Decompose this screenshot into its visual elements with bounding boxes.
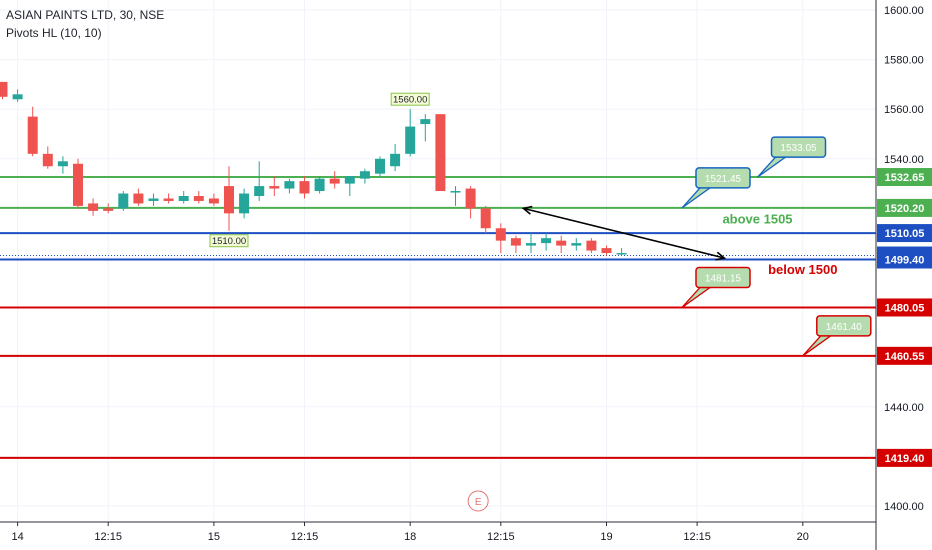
candle-body[interactable] <box>601 248 612 254</box>
candle-body[interactable] <box>178 196 189 201</box>
candle-body[interactable] <box>57 161 68 167</box>
callout-pointer <box>681 187 713 209</box>
x-tick-label: 14 <box>11 531 23 543</box>
candle-body[interactable] <box>239 193 250 214</box>
price-tag-label: 1460.55 <box>885 351 925 363</box>
candle-body[interactable] <box>284 181 295 189</box>
x-tick-label: 12:15 <box>487 531 515 543</box>
candle-body[interactable] <box>314 178 325 192</box>
chart-legend: ASIAN PAINTS LTD, 30, NSE Pivots HL (10,… <box>6 6 164 42</box>
candle-body[interactable] <box>359 171 370 179</box>
x-tick-label: 12:15 <box>683 531 711 543</box>
symbol-title: ASIAN PAINTS LTD, 30, NSE <box>6 8 165 22</box>
earnings-marker-label: E <box>475 497 482 508</box>
price-tag <box>877 448 932 467</box>
arrow-head <box>521 205 533 215</box>
candle-body[interactable] <box>616 253 627 255</box>
pivot-label: 1560.00 <box>393 95 427 106</box>
price-tag <box>877 250 932 269</box>
price-tag-label: 1419.40 <box>885 453 925 465</box>
price-tag <box>877 168 932 187</box>
callout-label: 1461.40 <box>826 322 863 333</box>
candle-body[interactable] <box>88 203 99 211</box>
candle-body[interactable] <box>344 176 355 184</box>
candle-body[interactable] <box>329 178 340 184</box>
candle-body[interactable] <box>27 116 38 154</box>
candle-body[interactable] <box>133 193 144 204</box>
candle-body[interactable] <box>541 238 552 244</box>
pivot-label-box <box>209 234 249 248</box>
x-tick-label: 12:15 <box>94 531 122 543</box>
y-tick-label: 1440.00 <box>884 402 924 414</box>
pivot-label: 1510.00 <box>212 236 246 247</box>
arrow-head <box>715 251 727 261</box>
candle-body[interactable] <box>193 196 204 201</box>
x-tick-label: 18 <box>404 531 416 543</box>
callout-label: 1533.05 <box>780 143 817 154</box>
candle-body[interactable] <box>465 188 476 209</box>
callout-pointer <box>681 286 713 309</box>
candle-body[interactable] <box>420 119 431 125</box>
candle-body[interactable] <box>254 186 265 196</box>
candle-body[interactable] <box>0 81 8 97</box>
candle-body[interactable] <box>163 198 174 201</box>
candle-body[interactable] <box>405 126 416 154</box>
trend-arrow[interactable] <box>523 207 725 259</box>
callout-pointer <box>802 335 833 357</box>
annotation-text[interactable]: below 1500 <box>768 262 837 277</box>
price-tag-label: 1480.05 <box>885 302 925 314</box>
candle-body[interactable] <box>103 208 114 211</box>
price-tag-label: 1520.20 <box>885 203 925 215</box>
callout-pointer <box>757 156 788 178</box>
candle-body[interactable] <box>390 153 401 167</box>
callout-box[interactable] <box>816 315 872 337</box>
y-tick-label: 1600.00 <box>884 5 924 17</box>
candle-body[interactable] <box>12 94 23 100</box>
x-tick-label: 15 <box>208 531 220 543</box>
candle-body[interactable] <box>586 240 597 251</box>
candle-body[interactable] <box>510 238 521 246</box>
candle-body[interactable] <box>148 198 159 201</box>
callout-label: 1481.15 <box>705 273 742 284</box>
candle-body[interactable] <box>526 243 536 246</box>
callout-box[interactable] <box>770 136 827 158</box>
candle-body[interactable] <box>495 228 506 241</box>
y-tick-label: 1560.00 <box>884 104 924 116</box>
y-tick-label: 1580.00 <box>884 55 924 67</box>
candle-body[interactable] <box>73 163 83 206</box>
price-tag <box>877 346 932 365</box>
price-tag-label: 1510.05 <box>885 228 925 240</box>
candle-body[interactable] <box>118 193 129 209</box>
candle-body[interactable] <box>208 198 219 204</box>
candle-body[interactable] <box>435 114 446 192</box>
indicator-label[interactable]: Pivots HL (10, 10) <box>6 26 102 40</box>
price-tag-label: 1499.40 <box>885 254 925 266</box>
y-tick-label: 1400.00 <box>884 501 924 513</box>
candle-body[interactable] <box>299 181 310 194</box>
callout-box[interactable] <box>695 167 751 189</box>
candle-body[interactable] <box>269 186 280 189</box>
candle-body[interactable] <box>556 240 567 246</box>
price-tag-label: 1532.65 <box>885 172 925 184</box>
candle-body[interactable] <box>450 191 461 193</box>
candle-body[interactable] <box>571 243 582 246</box>
candle-body[interactable] <box>480 208 491 229</box>
earnings-marker-icon[interactable] <box>467 490 489 512</box>
price-tag <box>877 298 932 317</box>
price-tag <box>877 224 932 243</box>
x-tick-label: 19 <box>600 531 612 543</box>
pivot-label-box <box>390 92 430 106</box>
y-tick-label: 1540.00 <box>884 154 924 166</box>
x-tick-label: 12:15 <box>291 531 319 543</box>
annotation-text[interactable]: above 1505 <box>722 211 792 226</box>
candle-body[interactable] <box>224 186 234 214</box>
candle-body[interactable] <box>375 158 385 174</box>
price-tag <box>877 198 932 217</box>
callout-box[interactable] <box>695 266 751 289</box>
candle-body[interactable] <box>42 153 53 167</box>
callout-label: 1521.45 <box>705 174 742 185</box>
x-tick-label: 20 <box>797 531 809 543</box>
